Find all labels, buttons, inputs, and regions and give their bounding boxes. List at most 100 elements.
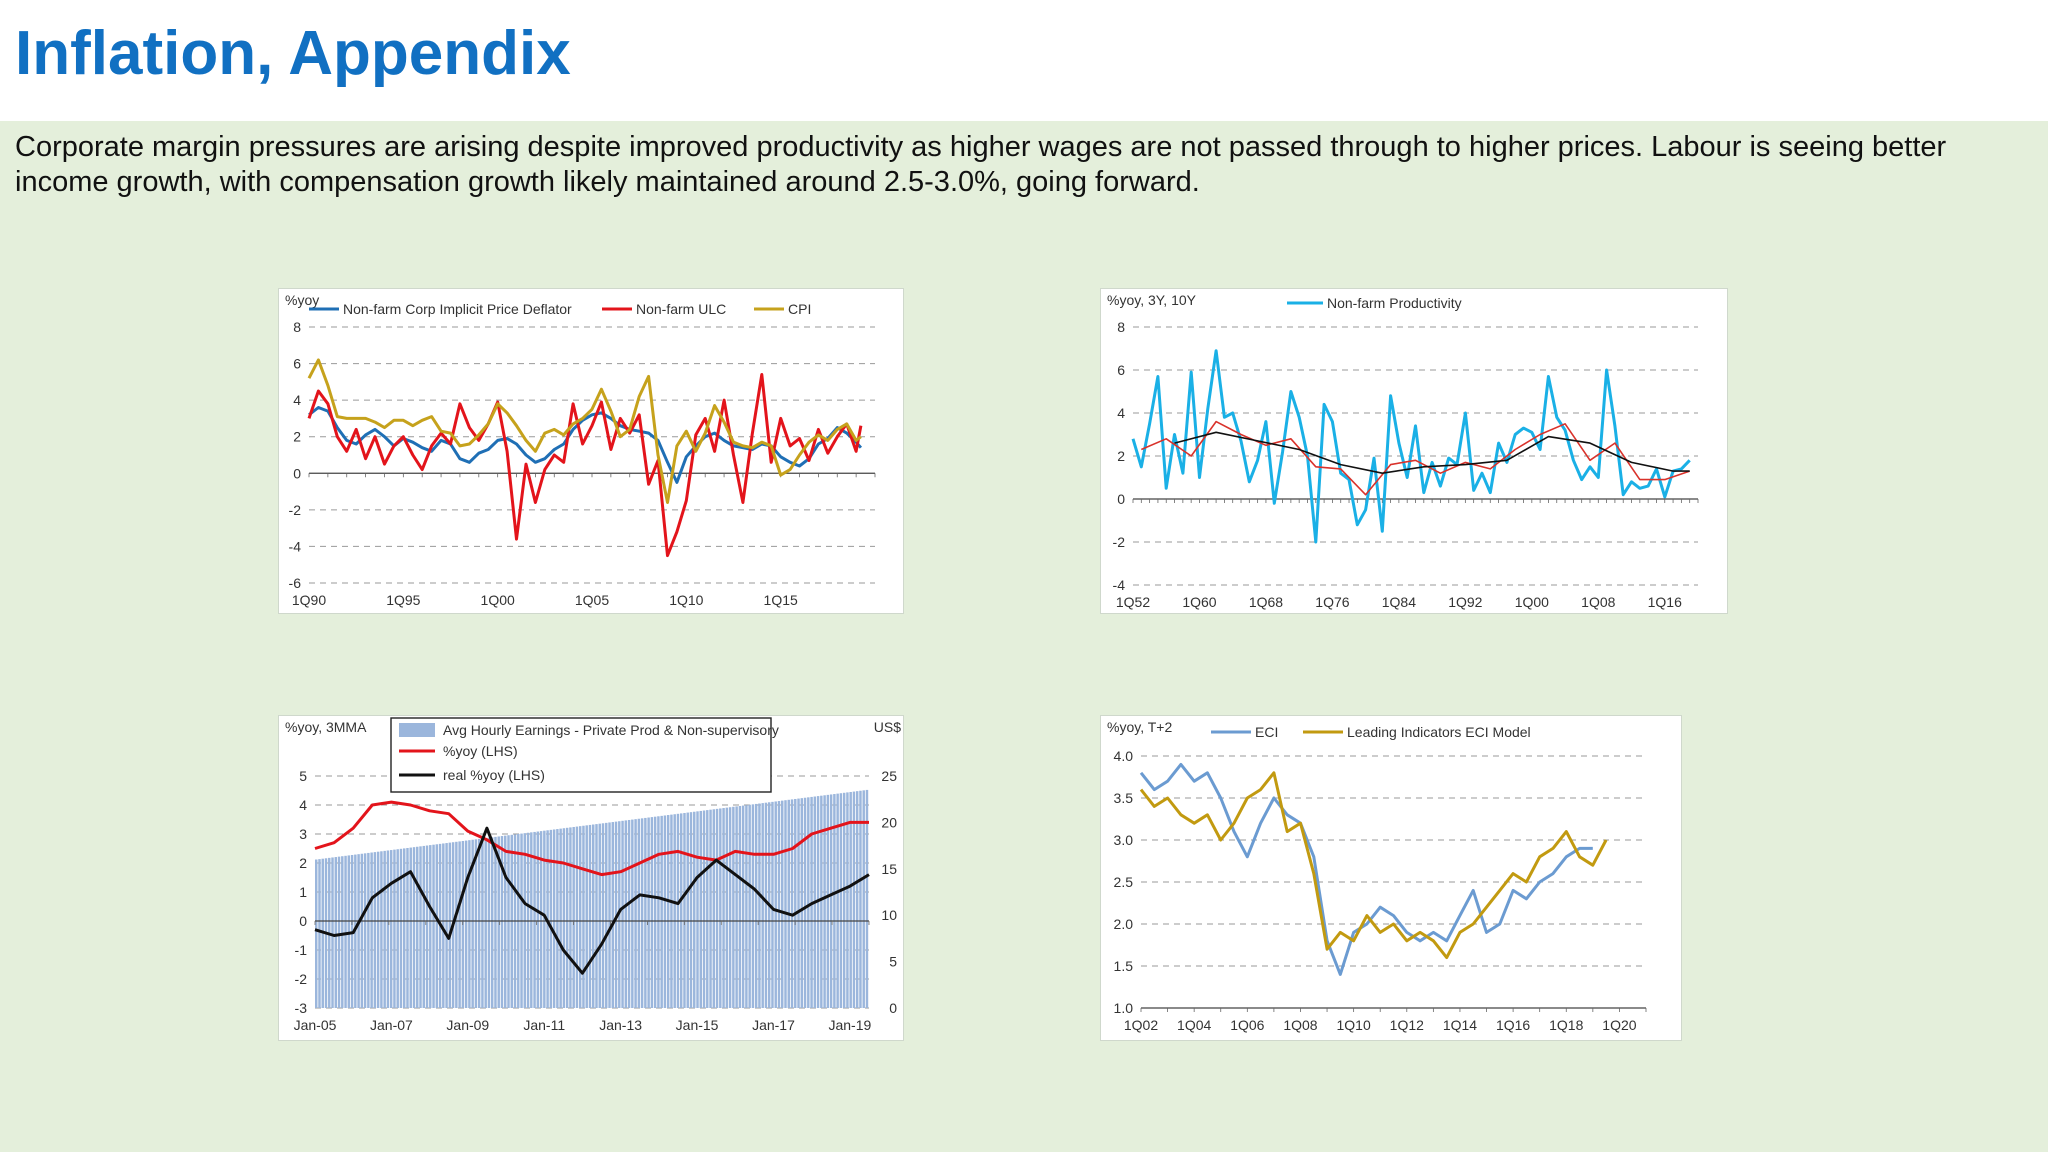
bar [794, 798, 797, 1008]
bar [601, 823, 605, 1008]
y-tick-label: 1.5 [1114, 958, 1134, 974]
bar [422, 845, 425, 1008]
page-subtitle: Corporate margin pressures are arising d… [15, 131, 1947, 199]
bar [318, 859, 321, 1008]
y-tick-label: 6 [293, 356, 301, 372]
bar [416, 846, 419, 1008]
bar [376, 851, 380, 1008]
x-tick-label: 1Q90 [292, 592, 326, 608]
bar [842, 792, 846, 1008]
series-line [1140, 420, 1690, 496]
bar [526, 832, 530, 1008]
bar [728, 807, 732, 1008]
x-tick-label: 1Q68 [1249, 594, 1283, 610]
bar [686, 812, 689, 1008]
bar [504, 835, 507, 1008]
bar [836, 793, 839, 1008]
bar [702, 810, 706, 1008]
bar [471, 839, 474, 1008]
bar [862, 790, 865, 1008]
x-tick-label: Jan-15 [676, 1017, 719, 1033]
bar [409, 847, 412, 1008]
bar [823, 795, 826, 1008]
bar [399, 848, 403, 1008]
bar [331, 857, 334, 1008]
bar [820, 795, 823, 1008]
x-tick-label: 1Q12 [1390, 1017, 1424, 1033]
x-tick-label: Jan-19 [828, 1017, 871, 1033]
bar [536, 831, 540, 1008]
y-tick-label: 1.0 [1114, 1000, 1134, 1016]
bar [859, 790, 862, 1008]
y-axis-label: %yoy, 3Y, 10Y [1107, 292, 1197, 308]
bar [569, 827, 572, 1008]
bar [386, 850, 390, 1008]
y-tick-label: 2 [299, 855, 307, 871]
y-tick-label: 0 [293, 465, 301, 481]
bar [676, 813, 680, 1008]
y-tick-label: 3.0 [1114, 832, 1134, 848]
x-tick-label: 1Q16 [1648, 594, 1682, 610]
bar [575, 826, 579, 1008]
bar [653, 816, 657, 1008]
bar [608, 822, 611, 1008]
bar [393, 849, 396, 1008]
bar [357, 854, 360, 1008]
chart-panel-eci: %yoy, T+2 4.0 3.5 3.0 2.5 2.0 1.5 1.0 1Q02 1Q04 1Q… [1100, 715, 1682, 1041]
bar [663, 815, 667, 1008]
x-tick-label: 1Q84 [1382, 594, 1416, 610]
legend-label: Non-farm Productivity [1327, 295, 1462, 311]
legend-label: Non-farm ULC [636, 301, 726, 317]
legend-label: Leading Indicators ECI Model [1347, 724, 1531, 740]
bar [748, 804, 751, 1008]
bar [774, 801, 777, 1008]
bar [419, 846, 422, 1008]
bar [673, 814, 676, 1008]
bar [689, 812, 693, 1008]
bar [455, 841, 458, 1008]
bar [500, 836, 504, 1008]
bar [751, 804, 755, 1008]
bar [539, 831, 543, 1008]
x-tick-label: 1Q52 [1116, 594, 1150, 610]
bar [341, 856, 344, 1008]
bar [715, 808, 719, 1008]
header-bar: Inflation, Appendix [0, 0, 2048, 121]
bar [712, 809, 716, 1008]
x-tick-label: 1Q16 [1496, 1017, 1530, 1033]
bar [363, 853, 367, 1008]
bar [644, 817, 647, 1008]
bar [611, 822, 615, 1008]
y-tick-label: 2 [1117, 448, 1125, 464]
bar [627, 819, 631, 1008]
bar [334, 857, 338, 1008]
y-tick-label: 4.0 [1114, 748, 1134, 764]
y-right-tick-label: 5 [889, 954, 897, 970]
x-tick-label: 1Q18 [1549, 1017, 1583, 1033]
bar [429, 845, 432, 1008]
bar [650, 817, 654, 1008]
bar [445, 843, 448, 1008]
bar [458, 841, 461, 1008]
y-tick-label: 4 [293, 392, 301, 408]
bar [432, 844, 435, 1008]
bar [699, 810, 702, 1008]
bar [764, 802, 768, 1008]
bar [781, 800, 784, 1008]
x-tick-label: 1Q06 [1230, 1017, 1264, 1033]
series-line [314, 800, 869, 877]
bar [412, 847, 416, 1008]
y-tick-label: -1 [295, 942, 308, 958]
y-tick-label: 4 [1117, 405, 1125, 421]
bar [490, 837, 494, 1008]
chart-panel-price-deflator: %yoy 8 6 4 2 0 -2 -4 -6 1Q90 1Q95 1Q00 1Q05 1Q10 1Q15 N… [278, 288, 904, 614]
x-tick-label: 1Q05 [575, 592, 609, 608]
x-tick-label: Jan-09 [446, 1017, 489, 1033]
y-tick-label: 2 [293, 429, 301, 445]
bar [761, 803, 764, 1008]
bar [425, 845, 429, 1008]
bar [380, 851, 383, 1008]
bar [790, 799, 794, 1008]
